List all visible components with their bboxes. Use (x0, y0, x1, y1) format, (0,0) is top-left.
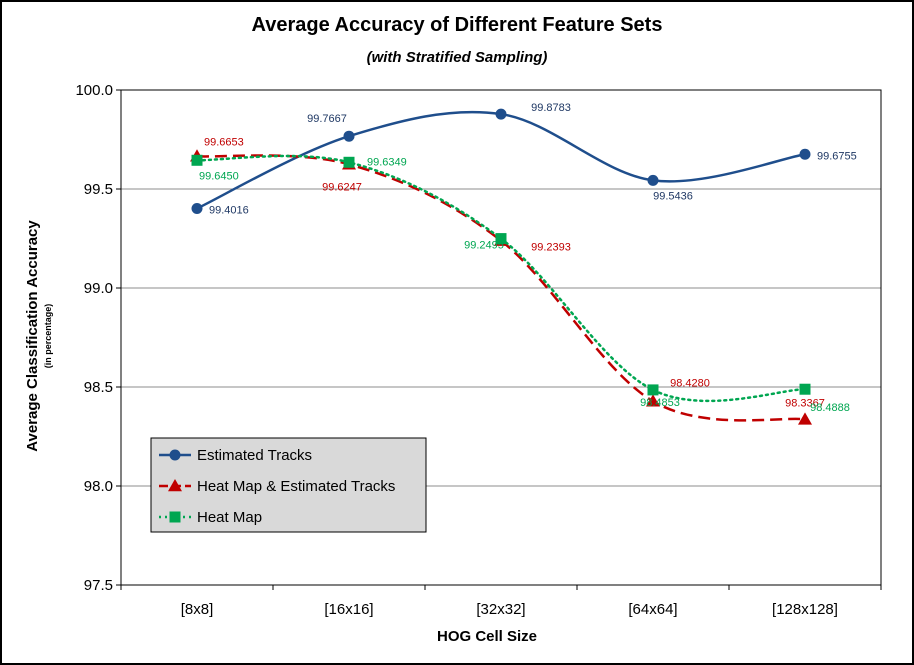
x-tick-labels: [8x8] [16x16] [32x32] [64x64] [128x128] (181, 601, 838, 618)
data-point (798, 412, 812, 425)
data-point (495, 108, 507, 120)
data-label: 99.8783 (531, 102, 571, 114)
x-tick-label: [16x16] (324, 601, 373, 618)
data-label: 99.2393 (531, 242, 571, 254)
x-axis-label: HOG Cell Size (437, 628, 537, 645)
y-tick-label: 97.5 (84, 577, 113, 594)
data-label: 99.4016 (209, 204, 249, 216)
data-label: 99.6349 (367, 156, 407, 168)
series-line (196, 110, 806, 210)
data-label: 98.4853 (640, 397, 680, 409)
y-tick-label: 99.5 (84, 181, 113, 198)
data-label: 99.2495 (464, 240, 504, 252)
data-label: 99.5436 (653, 190, 693, 202)
data-point (646, 394, 660, 407)
chart-title: Average Accuracy of Different Feature Se… (251, 14, 663, 36)
y-axis-label: Average Classification Accuracy (24, 220, 41, 452)
data-label: 99.7667 (307, 113, 347, 125)
series-estimated-tracks (191, 108, 811, 214)
data-point (799, 148, 811, 160)
data-label: 98.3367 (785, 397, 825, 409)
legend: Estimated Tracks Heat Map & Estimated Tra… (150, 437, 427, 533)
legend-entry: Heat Map & Estimated Tracks (159, 478, 395, 495)
y-tick-label: 99.0 (84, 280, 113, 297)
data-label: 99.6450 (199, 170, 239, 182)
data-label: 98.4888 (810, 402, 850, 414)
data-label: 99.6653 (204, 136, 244, 148)
y-axis-sublabel: (in percentage) (43, 304, 53, 369)
x-tick-label: [64x64] (628, 601, 677, 618)
series-heat-map-estimated-tracks (190, 149, 812, 425)
data-label: 98.4280 (670, 377, 710, 389)
series-line (195, 154, 807, 403)
data-point (191, 154, 203, 166)
x-tick-label: [128x128] (772, 601, 838, 618)
data-label: 99.6247 (322, 181, 362, 193)
plot-area (120, 89, 882, 586)
legend-marker (168, 479, 182, 492)
data-label: 99.6755 (817, 150, 857, 162)
data-point (343, 156, 355, 168)
y-tick-label: 100.0 (75, 82, 113, 99)
legend-entry: Estimated Tracks (159, 447, 312, 464)
data-point (647, 384, 659, 396)
data-point (191, 202, 203, 214)
y-tick-labels: 97.5 98.0 98.5 99.0 99.5 100.0 (75, 82, 113, 594)
data-point (799, 383, 811, 395)
legend-marker (169, 511, 181, 523)
data-point (495, 233, 507, 245)
legend-label: Heat Map & Estimated Tracks (197, 478, 395, 495)
series-heat-map (191, 154, 811, 403)
chart-subtitle: (with Stratified Sampling) (366, 49, 548, 66)
data-labels: 99.4016 99.7667 99.8783 99.5436 99.6755 99.66… (199, 102, 857, 414)
y-tick-label: 98.5 (84, 379, 113, 396)
x-tick-label: [8x8] (181, 601, 214, 618)
legend-label: Heat Map (197, 509, 262, 526)
data-point (343, 130, 355, 142)
legend-label: Estimated Tracks (197, 447, 312, 464)
y-tick-label: 98.0 (84, 478, 113, 495)
legend-entry: Heat Map (159, 509, 262, 526)
legend-marker (169, 449, 181, 461)
series-layer (190, 108, 812, 425)
data-point (647, 174, 659, 186)
x-tick-label: [32x32] (476, 601, 525, 618)
